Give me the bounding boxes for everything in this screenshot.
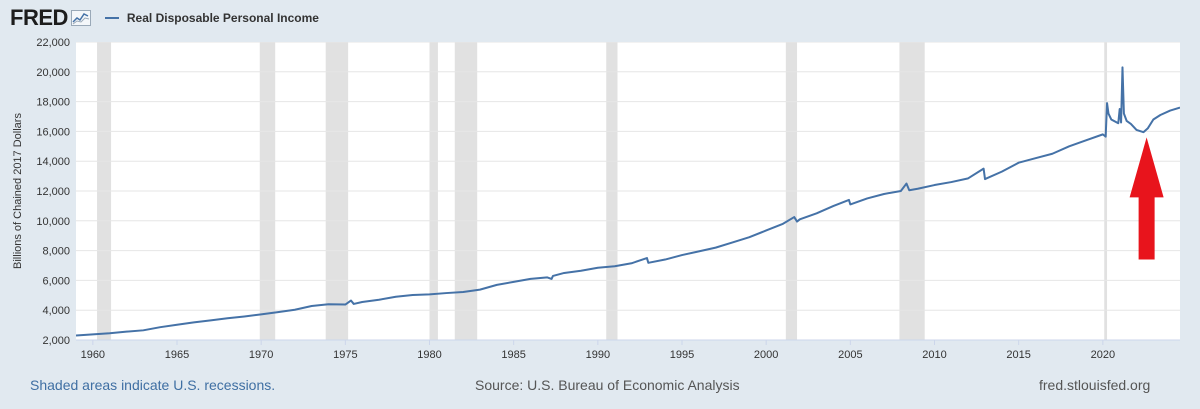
x-tick-label: 1965 — [165, 349, 189, 361]
chart-header: FRED Real Disposable Personal Income — [10, 5, 319, 30]
fred-logo[interactable]: FRED — [10, 5, 68, 30]
y-tick-label: 8,000 — [42, 246, 70, 258]
y-tick-label: 2,000 — [42, 335, 70, 347]
line-chart[interactable] — [76, 42, 1180, 340]
x-tick-label: 1970 — [249, 349, 273, 361]
plot-area[interactable] — [76, 42, 1180, 340]
x-tick-label: 1960 — [81, 349, 105, 361]
y-tick-label: 22,000 — [36, 37, 70, 49]
legend-swatch — [104, 17, 119, 19]
x-tick-label: 2010 — [922, 349, 946, 361]
x-tick-label: 1985 — [501, 349, 525, 361]
x-tick-label: 2005 — [838, 349, 862, 361]
red-up-arrow-icon — [1129, 137, 1164, 260]
legend[interactable]: Real Disposable Personal Income — [104, 11, 319, 25]
y-tick-label: 14,000 — [36, 156, 70, 168]
y-axis-label: Billions of Chained 2017 Dollars — [12, 113, 24, 269]
x-tick-label: 2000 — [754, 349, 778, 361]
x-tick-label: 2015 — [1006, 349, 1030, 361]
x-tick-label: 1995 — [670, 349, 694, 361]
y-tick-label: 18,000 — [36, 97, 70, 109]
x-tick-label: 1990 — [586, 349, 610, 361]
y-tick-label: 16,000 — [36, 126, 70, 138]
y-tick-label: 20,000 — [36, 67, 70, 79]
source-note: Source: U.S. Bureau of Economic Analysis — [475, 377, 740, 393]
site-link[interactable]: fred.stlouisfed.org — [1039, 377, 1151, 393]
y-tick-label: 4,000 — [42, 305, 70, 317]
y-tick-label: 12,000 — [36, 186, 70, 198]
recession-note: Shaded areas indicate U.S. recessions. — [30, 377, 276, 393]
x-tick-label: 1975 — [333, 349, 357, 361]
legend-label: Real Disposable Personal Income — [126, 11, 319, 25]
y-tick-label: 10,000 — [36, 216, 70, 228]
series-line-real-disposable-personal-income — [76, 66, 1180, 337]
x-tick-label: 1980 — [417, 349, 441, 361]
x-tick-label: 2020 — [1091, 349, 1115, 361]
y-tick-label: 6,000 — [42, 275, 70, 287]
fred-logo-icon — [70, 10, 91, 26]
